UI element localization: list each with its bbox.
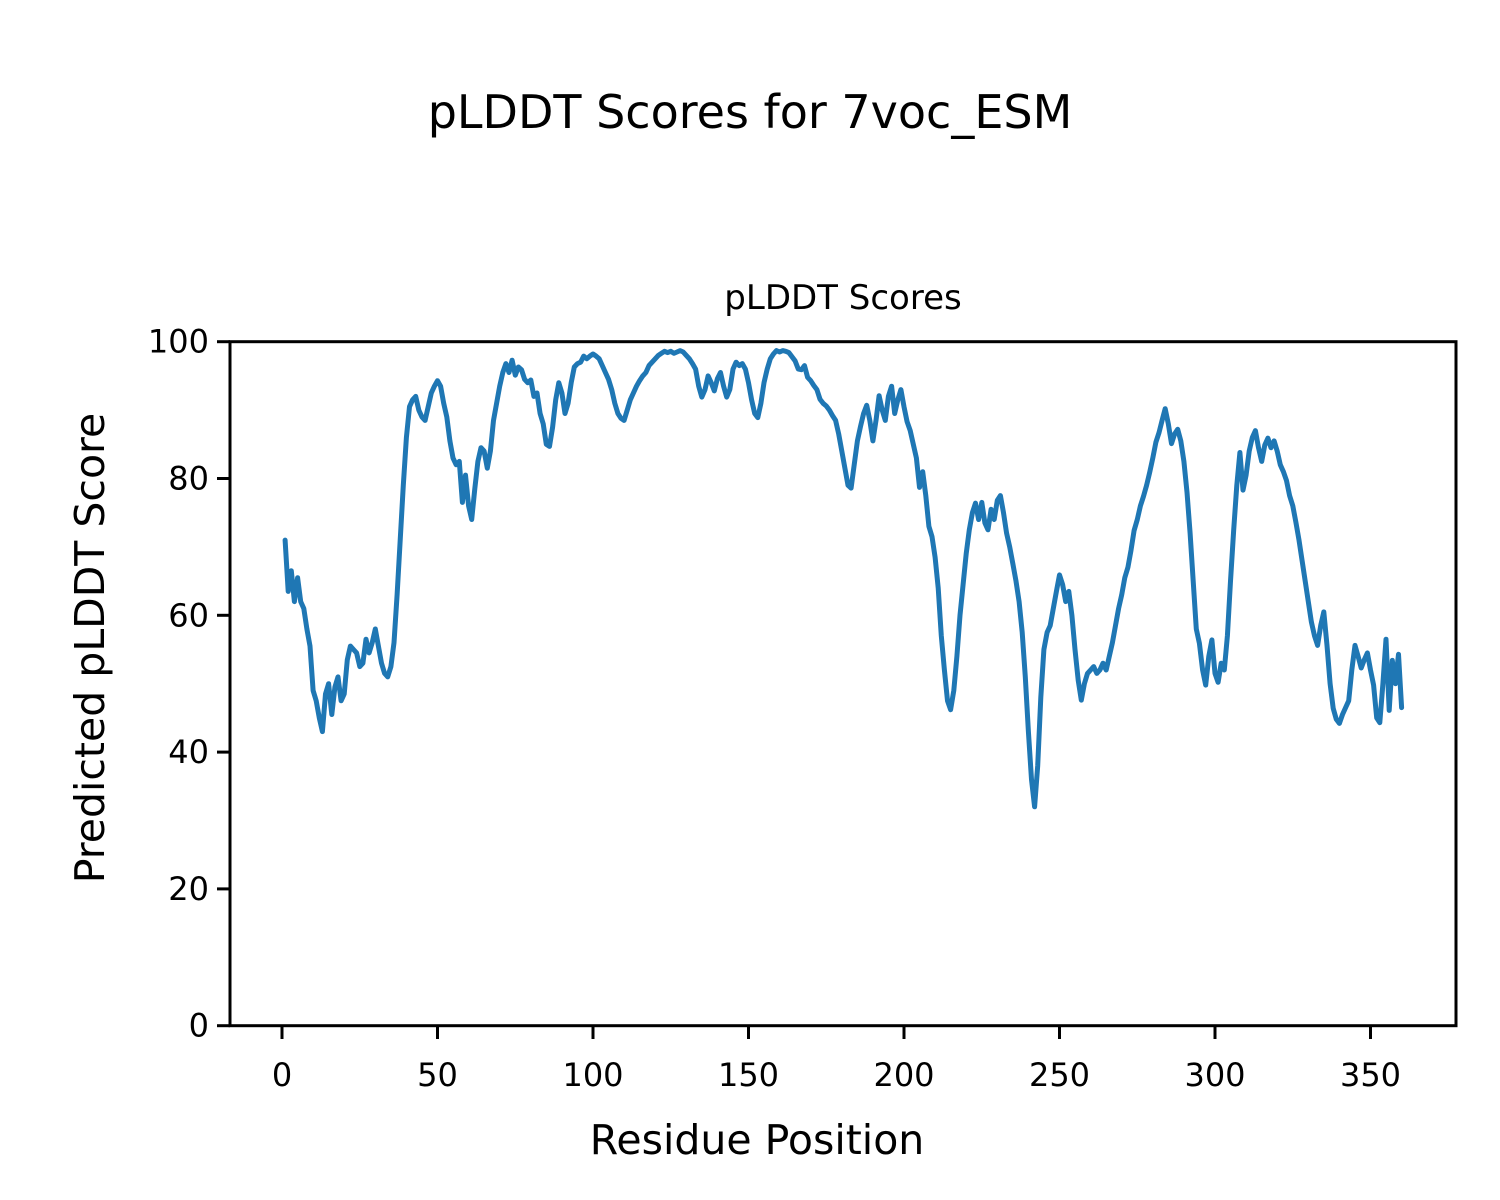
x-tick-label: 250 xyxy=(1029,1056,1090,1094)
y-tick-label: 40 xyxy=(168,733,209,771)
x-tick-label: 150 xyxy=(718,1056,779,1094)
x-tick-label: 50 xyxy=(417,1056,458,1094)
figure-title: pLDDT Scores for 7voc_ESM xyxy=(427,85,1073,139)
axes-title: pLDDT Scores xyxy=(724,278,962,318)
y-tick-label: 0 xyxy=(189,1007,209,1045)
x-tick-label: 0 xyxy=(272,1056,292,1094)
x-tick-label: 200 xyxy=(873,1056,934,1094)
x-tick-label: 300 xyxy=(1184,1056,1245,1094)
y-tick-label: 80 xyxy=(168,460,209,498)
x-tick-label: 100 xyxy=(562,1056,623,1094)
plot-frame xyxy=(228,340,1458,1028)
x-tick-label: 350 xyxy=(1340,1056,1401,1094)
y-tick-label: 20 xyxy=(168,870,209,908)
y-tick-label: 100 xyxy=(148,323,209,361)
plddt-line xyxy=(282,348,1405,810)
y-tick-label: 60 xyxy=(168,596,209,634)
x-axis-label: Residue Position xyxy=(589,1116,925,1164)
